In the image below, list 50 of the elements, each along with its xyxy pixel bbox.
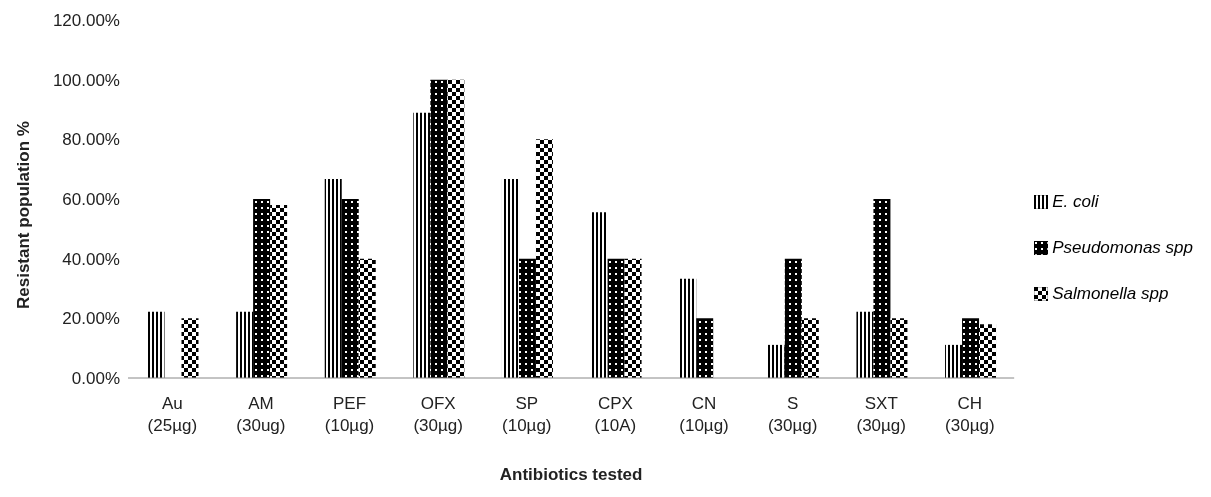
y-tick-label: 40.00% bbox=[62, 249, 120, 269]
legend-label: Pseudomonas spp bbox=[1052, 238, 1193, 258]
bar bbox=[270, 204, 288, 378]
bar bbox=[358, 258, 376, 378]
x-tick-label: S (30µg) bbox=[767, 394, 818, 436]
y-axis-title: Resistant population % bbox=[14, 121, 34, 309]
bar bbox=[590, 212, 608, 378]
x-tick-label: Au (25µg) bbox=[147, 394, 198, 436]
bar bbox=[413, 112, 431, 378]
bar bbox=[147, 311, 165, 378]
bar bbox=[624, 258, 642, 378]
x-tick-label: PEF (10µg) bbox=[324, 394, 375, 436]
y-tick-label: 100.00% bbox=[52, 70, 120, 90]
bar bbox=[430, 79, 448, 378]
x-tick-label: CH (30µg) bbox=[945, 394, 995, 436]
bar bbox=[696, 318, 714, 378]
y-tick-label: 20.00% bbox=[62, 309, 120, 329]
x-tick-label: CN (10µg) bbox=[679, 394, 729, 436]
bar bbox=[856, 311, 874, 378]
legend-label: Salmonella spp bbox=[1052, 284, 1169, 304]
y-tick-label: 0.00% bbox=[71, 369, 120, 389]
x-tick-label: SP (10µg) bbox=[502, 394, 552, 436]
bar bbox=[767, 344, 785, 378]
bar bbox=[801, 318, 819, 378]
bar bbox=[253, 199, 271, 378]
bar bbox=[784, 258, 802, 378]
bar bbox=[607, 258, 625, 378]
x-tick-label: AM (30ug) bbox=[236, 394, 286, 436]
y-tick-label: 120.00% bbox=[52, 11, 120, 31]
bar bbox=[890, 318, 908, 378]
x-tick-label: CPX (10A) bbox=[594, 394, 637, 436]
bar bbox=[518, 258, 536, 378]
bar bbox=[324, 179, 342, 378]
bar bbox=[679, 278, 697, 378]
bar bbox=[535, 139, 553, 378]
legend-label: E. coli bbox=[1052, 192, 1099, 212]
x-tick-label: SXT (30µg) bbox=[856, 394, 906, 436]
y-tick-label: 60.00% bbox=[62, 190, 120, 210]
x-tick-label: OFX (30µg) bbox=[413, 394, 463, 436]
bar bbox=[447, 79, 465, 378]
bar bbox=[501, 179, 519, 378]
y-tick-label: 80.00% bbox=[62, 130, 120, 150]
bar bbox=[873, 199, 891, 378]
bar bbox=[236, 311, 254, 378]
x-axis-title: Antibiotics tested bbox=[499, 465, 643, 484]
bar bbox=[945, 344, 963, 378]
bar bbox=[341, 199, 359, 378]
bar bbox=[181, 318, 199, 378]
bar bbox=[962, 318, 980, 378]
bar bbox=[979, 324, 997, 378]
